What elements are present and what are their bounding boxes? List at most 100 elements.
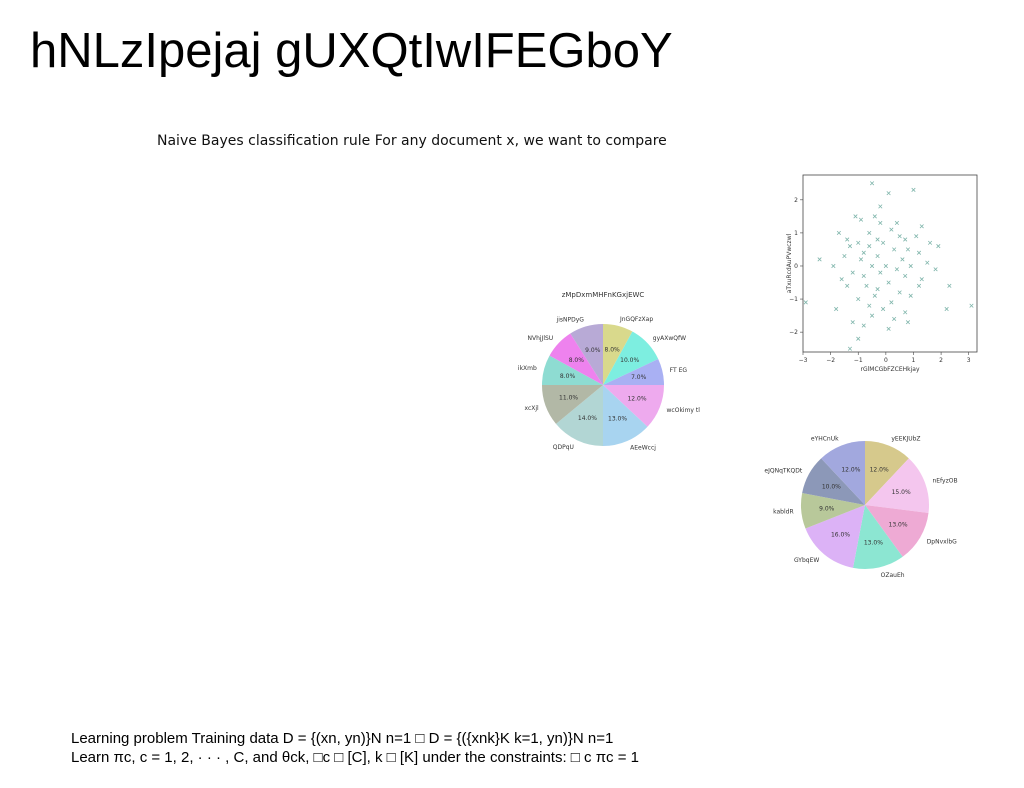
scatter-point xyxy=(869,313,875,318)
scatter-point xyxy=(886,191,891,196)
pie-slice xyxy=(570,324,603,385)
pie-slice xyxy=(821,441,865,505)
scatter-point xyxy=(892,247,897,252)
pie-slice xyxy=(603,359,664,385)
pie-slice xyxy=(865,441,909,505)
scatter-point xyxy=(864,283,869,288)
pie-category-label: OZauEh xyxy=(881,572,905,579)
pie-category-label: nEfyzOB xyxy=(932,478,957,485)
pie-pct-label: 10.0% xyxy=(620,357,639,364)
scatter-point xyxy=(875,253,880,259)
pie-slice xyxy=(865,505,929,557)
pie-pct-label: 9.0% xyxy=(819,506,835,513)
scatter-point xyxy=(861,323,866,328)
scatter-point xyxy=(834,306,839,312)
scatter-point xyxy=(933,267,938,272)
pie-pct-label: 12.0% xyxy=(841,466,860,473)
scatter-point xyxy=(892,316,897,321)
scatter-point xyxy=(872,293,877,298)
scatter-point xyxy=(894,267,899,272)
slide-title: hNLzIpejaj gUXQtIwIFEGboY xyxy=(30,24,673,78)
pie-pct-label: 13.0% xyxy=(608,416,627,423)
scatter-point xyxy=(831,263,836,269)
scatter-point xyxy=(850,270,855,275)
pie-pct-label: 15.0% xyxy=(892,489,911,496)
pie-category-label: yEEKJUbZ xyxy=(891,435,920,442)
pie-slice xyxy=(801,493,865,529)
pie-category-label: JnGQFzXap xyxy=(619,316,653,323)
pie-slice xyxy=(603,331,659,385)
pie-slice xyxy=(542,355,603,385)
pie-slice xyxy=(542,385,603,424)
scatter-point xyxy=(875,237,880,242)
pie-slice xyxy=(603,385,648,446)
pie-category-label: NVhjJlSU xyxy=(527,335,553,342)
x-tick-label: 2 xyxy=(939,357,943,364)
scatter-point xyxy=(845,237,850,242)
scatter-point xyxy=(881,306,886,312)
bottom-line-1: Learning problem Training data D = {(xn,… xyxy=(71,730,614,747)
scatter-point xyxy=(936,244,941,249)
scatter-point xyxy=(886,326,891,331)
scatter-point xyxy=(856,336,861,341)
pie-slice xyxy=(805,505,865,568)
pie-slice xyxy=(603,324,633,385)
x-tick-label: −1 xyxy=(854,357,863,364)
y-tick-label: −2 xyxy=(789,329,798,336)
x-tick-label: −3 xyxy=(799,357,808,364)
scatter-point xyxy=(914,234,919,239)
scatter-point xyxy=(875,287,880,292)
pie-pct-label: 13.0% xyxy=(889,522,908,529)
scatter-point xyxy=(839,277,844,282)
scatter-point xyxy=(908,293,913,298)
x-tick-label: 1 xyxy=(912,357,916,364)
pie-category-label: eYHCnUk xyxy=(811,435,839,442)
scatter-point xyxy=(842,253,847,259)
pie-pct-label: 14.0% xyxy=(578,415,597,422)
scatter-point xyxy=(927,240,933,245)
scatter-point xyxy=(900,257,905,262)
scatter-point xyxy=(858,257,864,262)
pie-category-label: FT EG xyxy=(670,367,688,374)
scatter-point xyxy=(856,240,861,245)
pie-slice xyxy=(603,385,664,427)
scatter-point xyxy=(867,230,872,235)
pie-pct-label: 7.0% xyxy=(631,374,647,381)
x-tick-label: 3 xyxy=(967,357,971,364)
pie-category-label: wcOkimy tl xyxy=(667,407,701,414)
pie-pct-label: 12.0% xyxy=(870,466,889,473)
scatter-point xyxy=(867,244,872,249)
pie-category-label: jisNPDyG xyxy=(556,316,585,323)
pie-title: zMpDxmMHFnKGxjEWC xyxy=(562,291,645,299)
scatter-point xyxy=(847,244,853,249)
scatter-chart: −3 −2 −1 0 1 2 3 −2 −1 0 1 2 rGlMCGbFZCEHkjay aTxuRcd… xyxy=(786,174,978,373)
scatter-point xyxy=(969,303,974,308)
pie-pct-label: 8.0% xyxy=(560,373,576,380)
y-tick-label: −1 xyxy=(789,296,798,303)
scatter-point xyxy=(894,220,899,226)
pie-pct-label: 11.0% xyxy=(559,394,578,401)
scatter-point xyxy=(919,224,924,229)
scatter-point xyxy=(916,283,922,288)
x-tick-label: 0 xyxy=(884,357,888,364)
pie-category-label: QDPqU xyxy=(553,444,574,451)
scatter-point xyxy=(861,250,866,255)
scatter-point xyxy=(897,234,902,239)
scatter-point xyxy=(903,237,908,242)
scatter-point xyxy=(889,227,894,232)
scatter-point xyxy=(903,273,908,278)
pie-slice xyxy=(853,505,903,569)
scatter-point xyxy=(916,250,922,255)
scatter-point xyxy=(836,230,841,235)
pie-category-label: eJQNqTKQDt xyxy=(764,467,802,474)
pie-slice xyxy=(555,385,603,446)
bottom-text: Learning problem Training data D = {(xn,… xyxy=(71,729,639,767)
pie-slice xyxy=(549,333,603,385)
scatter-point xyxy=(803,300,808,305)
y-axis-label: aTxuRcdAuPVwczwl xyxy=(786,233,793,293)
scatter-point xyxy=(858,217,864,222)
pie-pct-label: 9.0% xyxy=(585,347,601,354)
scatter-point xyxy=(856,296,861,302)
pie-category-label: GYbqEW xyxy=(794,557,819,564)
pie-category-label: gyAXwQfW xyxy=(653,335,686,342)
